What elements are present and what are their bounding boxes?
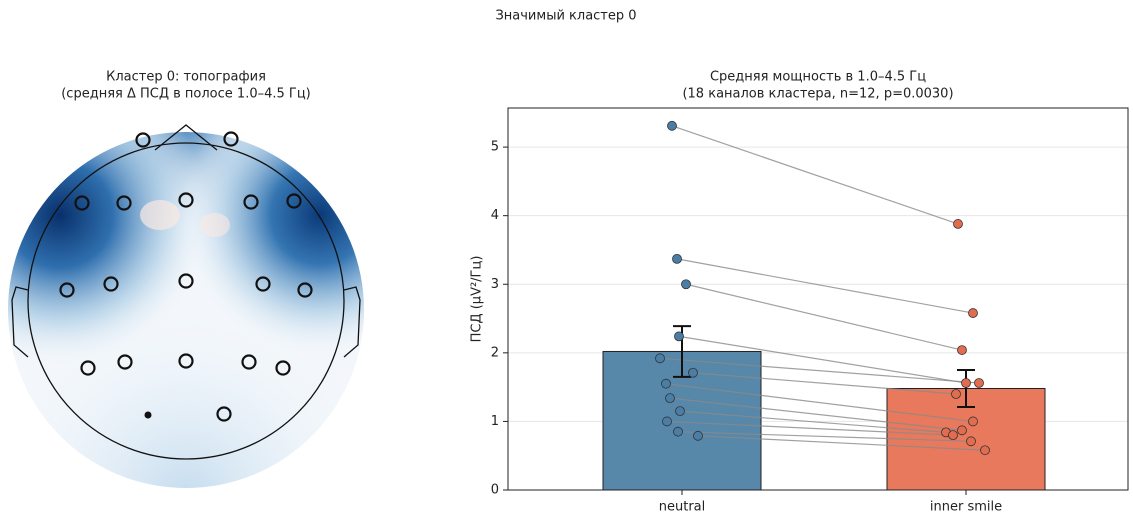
subject-point [974,378,984,388]
subject-point [968,308,978,318]
pair-line [692,372,957,395]
y-tick-label: 2 [491,345,499,360]
pair-line [665,383,974,423]
head-outline [11,124,361,460]
pair-line [678,335,967,384]
pair-line [666,420,954,436]
subject-point [665,393,675,404]
subject-point [688,367,698,378]
x-tick-label: neutral [659,500,706,515]
panel-subtitle: (средняя Δ ПСД в полосе 1.0–4.5 Гц) [61,87,311,102]
pair-line [659,357,980,384]
subject-point [968,416,978,427]
subject-point [961,378,971,388]
subject-point [948,430,958,441]
y-tick-label: 0 [491,483,499,498]
subject-point [673,426,683,437]
pair-line [671,125,959,225]
figure-title: Значимый кластер 0 [495,9,636,24]
pair-line [669,397,963,431]
y-axis-label: ПСД (µV²/Гц) [470,256,485,343]
subject-point [662,416,672,427]
y-tick-label: 4 [491,208,499,223]
y-tick-label: 1 [491,414,499,429]
subject-point [957,345,967,355]
subject-point [667,120,677,131]
pair-line [697,435,986,451]
axes-frame [507,107,1129,491]
panel-subtitle: (18 каналов кластера, n=12, p=0.0030) [682,87,953,102]
pair-line [676,258,974,314]
electrodes [59,131,313,422]
subject-point [675,406,685,417]
y-tick-label: 5 [491,140,499,155]
subject-point [957,425,967,436]
subject-point [693,430,703,441]
topomap: Кластер 0: топография (средняя Δ ПСД в п… [8,70,364,488]
pair-line [677,431,972,442]
subject-point [655,353,665,364]
subject-point [674,331,684,342]
subject-point [681,279,691,290]
panel-title: Средняя мощность в 1.0–4.5 Гц [710,70,926,85]
panel-title: Кластер 0: топография [106,70,266,85]
subject-point [953,219,963,229]
pair-line [685,283,963,351]
subject-point [661,378,671,389]
subject-point [966,436,976,447]
subject-point [672,253,682,264]
x-tick-label: inner smile [930,500,1002,515]
subject-point [980,445,990,456]
pair-line [679,410,947,433]
heatmap [8,132,364,488]
y-tick-label: 3 [491,277,499,292]
subject-point [951,389,961,399]
